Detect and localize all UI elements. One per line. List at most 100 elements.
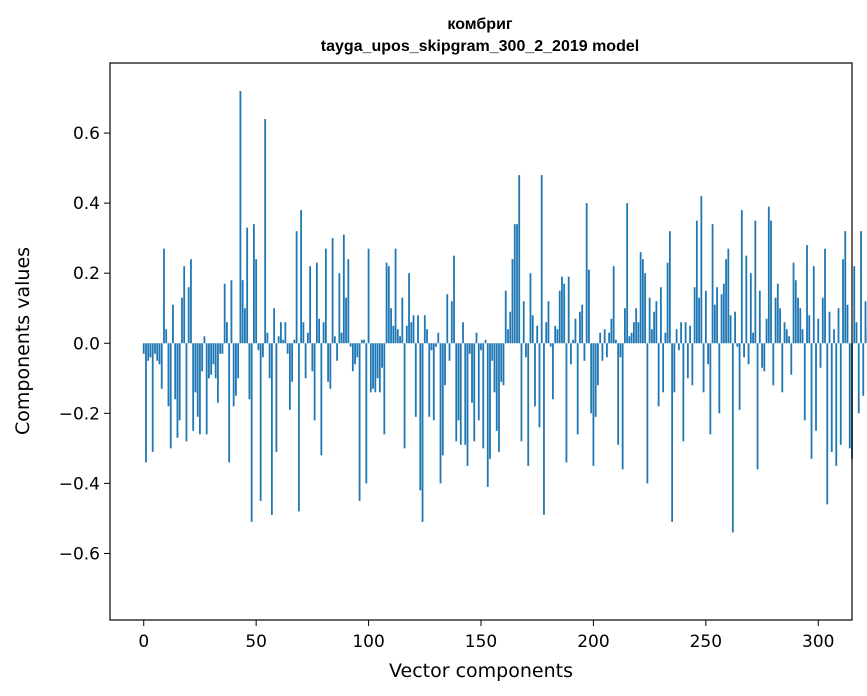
bar: [779, 308, 781, 344]
bar: [187, 287, 190, 344]
bar: [248, 343, 251, 400]
bar: [169, 343, 172, 449]
bar: [360, 339, 363, 344]
bar: [320, 343, 323, 456]
bar: [513, 224, 516, 344]
bar: [590, 343, 593, 414]
bar: [477, 343, 480, 421]
bar: [401, 297, 404, 344]
bar: [482, 343, 485, 449]
bar: [342, 234, 345, 344]
bar: [646, 343, 649, 484]
bar: [558, 290, 561, 344]
bar: [529, 273, 532, 344]
bar: [509, 311, 512, 344]
bar: [722, 283, 725, 344]
bar: [538, 343, 541, 428]
bar: [408, 273, 410, 344]
chart-subtitle: tayga_upos_skipgram_300_2_2019 model: [321, 38, 639, 55]
bar: [842, 259, 844, 344]
bar: [428, 343, 431, 417]
bar: [817, 318, 820, 344]
bar: [761, 343, 763, 368]
bar: [731, 343, 734, 533]
bar: [356, 343, 359, 358]
bar: [268, 343, 271, 379]
bar: [255, 259, 258, 344]
bar: [221, 343, 224, 354]
bar: [828, 311, 831, 344]
bar: [345, 297, 347, 344]
bar: [601, 343, 604, 361]
bar: [608, 332, 611, 344]
bar: [376, 343, 379, 379]
bar: [790, 343, 793, 375]
bar: [617, 343, 620, 445]
bar: [333, 336, 336, 344]
bar: [250, 343, 253, 522]
bar: [311, 343, 314, 372]
bar: [635, 308, 638, 344]
bar: [387, 266, 390, 344]
bar: [606, 343, 608, 358]
bar: [297, 343, 300, 512]
bar: [574, 318, 577, 344]
bar: [648, 297, 651, 344]
bar: [707, 343, 709, 365]
x-tick-label: 0: [138, 632, 149, 652]
bar: [473, 343, 476, 442]
x-axis-label: Vector components: [389, 660, 573, 682]
bar: [151, 343, 154, 452]
bar: [693, 287, 696, 344]
bar: [491, 343, 494, 361]
bar: [394, 248, 397, 344]
bar: [423, 315, 426, 344]
bars-group: [142, 91, 867, 533]
bar: [862, 343, 865, 396]
bar: [684, 322, 687, 344]
bar: [511, 259, 514, 344]
bar: [228, 343, 231, 463]
bar: [702, 343, 705, 393]
bar: [154, 343, 156, 354]
bar: [734, 311, 736, 344]
bar: [659, 287, 662, 344]
bar: [405, 325, 408, 344]
bar: [196, 343, 199, 417]
bar: [666, 262, 669, 344]
bar: [246, 227, 249, 344]
bar: [399, 336, 401, 344]
bar: [318, 318, 321, 344]
bar: [718, 343, 721, 414]
bar: [810, 343, 813, 459]
bar: [396, 329, 399, 344]
bar: [518, 175, 521, 344]
bar: [561, 276, 563, 344]
bar: [846, 304, 849, 344]
bar: [695, 220, 698, 344]
bar: [833, 329, 835, 344]
bar: [244, 308, 246, 344]
bar: [430, 343, 433, 351]
bar: [381, 343, 383, 368]
bar: [142, 343, 145, 354]
bar: [844, 231, 847, 344]
bar: [160, 343, 163, 389]
bar: [239, 91, 242, 344]
bar: [527, 343, 530, 466]
bar: [680, 322, 683, 344]
bar: [664, 332, 667, 344]
bar: [549, 343, 552, 347]
bar: [149, 343, 152, 358]
bar: [864, 301, 867, 344]
bar: [835, 343, 838, 466]
bar: [756, 343, 759, 470]
bar: [677, 343, 680, 351]
bar: [275, 343, 278, 452]
bar: [655, 301, 658, 344]
bar: [309, 266, 312, 344]
bar: [772, 343, 775, 386]
bar: [689, 325, 692, 344]
bar: [709, 343, 712, 435]
bar: [176, 343, 179, 438]
